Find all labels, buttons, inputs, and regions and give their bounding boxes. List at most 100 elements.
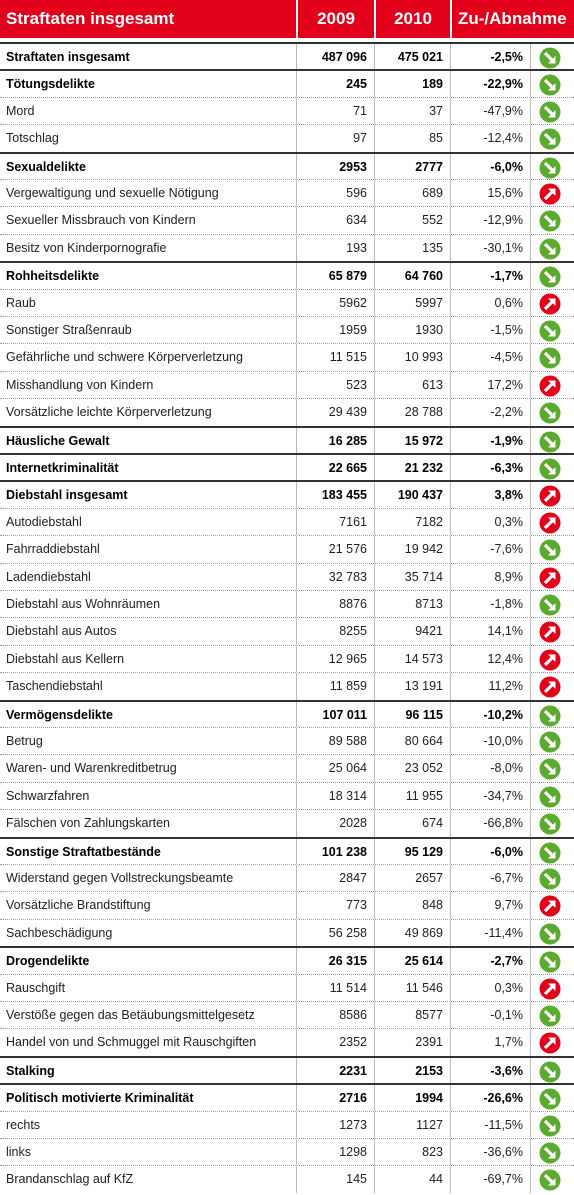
row-value: 8713 xyxy=(374,591,450,618)
table-row: Fahrraddiebstahl 21 576 19 942 -7,6% xyxy=(0,535,574,563)
row-label: Ladendiebstahl xyxy=(6,569,91,584)
table-row: Diebstahl aus Autos 8255 9421 14,1% xyxy=(0,617,574,645)
column-separator xyxy=(530,125,574,152)
row-value: -12,9% xyxy=(450,207,530,234)
row-value: -12,4% xyxy=(450,125,530,152)
row-label: Brandanschlag auf KfZ xyxy=(6,1172,134,1187)
row-value: 2953 xyxy=(296,153,374,179)
column-separator xyxy=(530,591,574,618)
table-row: Totschlag 97 85 -12,4% xyxy=(0,124,574,152)
table-row: Sexueller Missbrauch von Kindern 634 552 -1… xyxy=(0,206,574,234)
header-cell: Straftaten insgesamt xyxy=(6,9,175,28)
column-separator xyxy=(530,153,574,179)
row-label: Fälschen von Zahlungskarten xyxy=(6,816,170,831)
row-value: 5997 xyxy=(374,289,450,316)
row-value: 85 xyxy=(374,125,450,152)
row-value: 9421 xyxy=(374,618,450,645)
column-separator xyxy=(530,618,574,645)
row-value: 7161 xyxy=(296,508,374,536)
row-label: rechts xyxy=(6,1117,41,1132)
trend-down-icon xyxy=(539,1088,561,1110)
row-value: -66,8% xyxy=(450,810,530,837)
column-separator xyxy=(530,344,574,371)
trend-up-icon xyxy=(539,375,561,397)
row-value: -10,0% xyxy=(450,728,530,755)
row-value: 26 315 xyxy=(296,948,374,974)
table-row: Schwarzfahren 18 314 11 955 -34,7% xyxy=(0,781,574,810)
column-separator xyxy=(530,1057,574,1084)
column-separator xyxy=(530,482,574,508)
trend-down-icon xyxy=(539,539,561,561)
trend-down-icon xyxy=(539,1169,561,1191)
row-value: 1959 xyxy=(296,317,374,344)
row-value: 2716 xyxy=(296,1085,374,1111)
trend-down-icon xyxy=(539,101,561,123)
row-value: 97 xyxy=(296,125,374,152)
row-value: -7,6% xyxy=(450,536,530,563)
row-label: Vorsätzliche Brandstiftung xyxy=(6,898,151,913)
row-value: 0,3% xyxy=(450,974,530,1001)
trend-up-icon xyxy=(539,676,561,698)
table-row: Misshandlung von Kindern 523 613 17,2% xyxy=(0,370,574,399)
row-value: 96 115 xyxy=(374,701,450,727)
table-row: Ladendiebstahl 32 783 35 714 8,9% xyxy=(0,562,574,590)
row-label: Rauschgift xyxy=(6,980,66,995)
row-value: 2847 xyxy=(296,865,374,892)
row-value: 2352 xyxy=(296,1029,374,1056)
header: Straftaten insgesamt 2009 2010 Zu-/Abnah… xyxy=(0,0,574,38)
trend-up-icon xyxy=(539,183,561,205)
trend-down-icon xyxy=(539,731,561,753)
row-label: Raub xyxy=(6,295,36,310)
column-separator xyxy=(530,289,574,316)
column-separator xyxy=(530,371,574,399)
row-value: 8876 xyxy=(296,591,374,618)
column-separator xyxy=(530,701,574,727)
table-row: Rauschgift 11 514 11 546 0,3% xyxy=(0,973,574,1001)
row-label: Stalking xyxy=(6,1063,55,1078)
column-separator xyxy=(530,782,574,810)
row-value: 80 664 xyxy=(374,728,450,755)
trend-down-icon xyxy=(539,1061,561,1083)
trend-up-icon xyxy=(539,1032,561,1054)
column-separator xyxy=(530,1139,574,1166)
row-label: Häusliche Gewalt xyxy=(6,433,110,448)
table-row: Brandanschlag auf KfZ 145 44 -69,7% xyxy=(0,1165,574,1193)
row-value: 7182 xyxy=(374,508,450,536)
row-value: 2777 xyxy=(374,153,450,179)
row-value: 11,2% xyxy=(450,673,530,700)
row-label: Internetkriminalität xyxy=(6,461,119,475)
column-separator xyxy=(530,755,574,782)
trend-down-icon xyxy=(539,786,561,808)
column-separator xyxy=(530,1111,574,1138)
row-value: -1,9% xyxy=(450,427,530,453)
row-value: 101 238 xyxy=(296,838,374,864)
column-separator xyxy=(530,71,574,97)
column-separator xyxy=(530,399,574,426)
trend-down-icon xyxy=(539,47,561,69)
row-label: Verstöße gegen das Betäubungsmittelgeset… xyxy=(6,1008,255,1022)
row-value: -6,0% xyxy=(450,838,530,864)
table-row: Politisch motivierte Kriminalität 2716 199… xyxy=(0,1083,574,1111)
row-label: Politisch motivierte Kriminalität xyxy=(6,1091,194,1106)
row-value: 487 096 xyxy=(296,44,374,70)
row-label: Totschlag xyxy=(6,131,59,146)
row-value: -30,1% xyxy=(450,234,530,262)
row-value: 1,7% xyxy=(450,1029,530,1056)
row-value: -0,1% xyxy=(450,1002,530,1029)
column-separator xyxy=(530,317,574,344)
table-row: Tötungsdelikte 245 189 -22,9% xyxy=(0,69,574,97)
trend-down-icon xyxy=(539,1142,561,1164)
column-separator xyxy=(530,919,574,947)
row-value: 15 972 xyxy=(374,427,450,453)
trend-down-icon xyxy=(539,320,561,342)
table-row: Straftaten insgesamt 487 096 475 021 -2,5% xyxy=(0,42,574,70)
row-label: Rohheitsdelikte xyxy=(6,269,100,284)
row-value: 8,9% xyxy=(450,563,530,590)
row-value: -2,2% xyxy=(450,399,530,426)
row-value: 135 xyxy=(374,234,450,262)
row-label: Widerstand gegen Vollstreckungsbeamte xyxy=(6,871,234,885)
row-label: links xyxy=(6,1145,32,1159)
row-value: 49 869 xyxy=(374,919,450,947)
row-label: Taschendiebstahl xyxy=(6,679,103,694)
row-label: Diebstahl aus Kellern xyxy=(6,651,125,666)
